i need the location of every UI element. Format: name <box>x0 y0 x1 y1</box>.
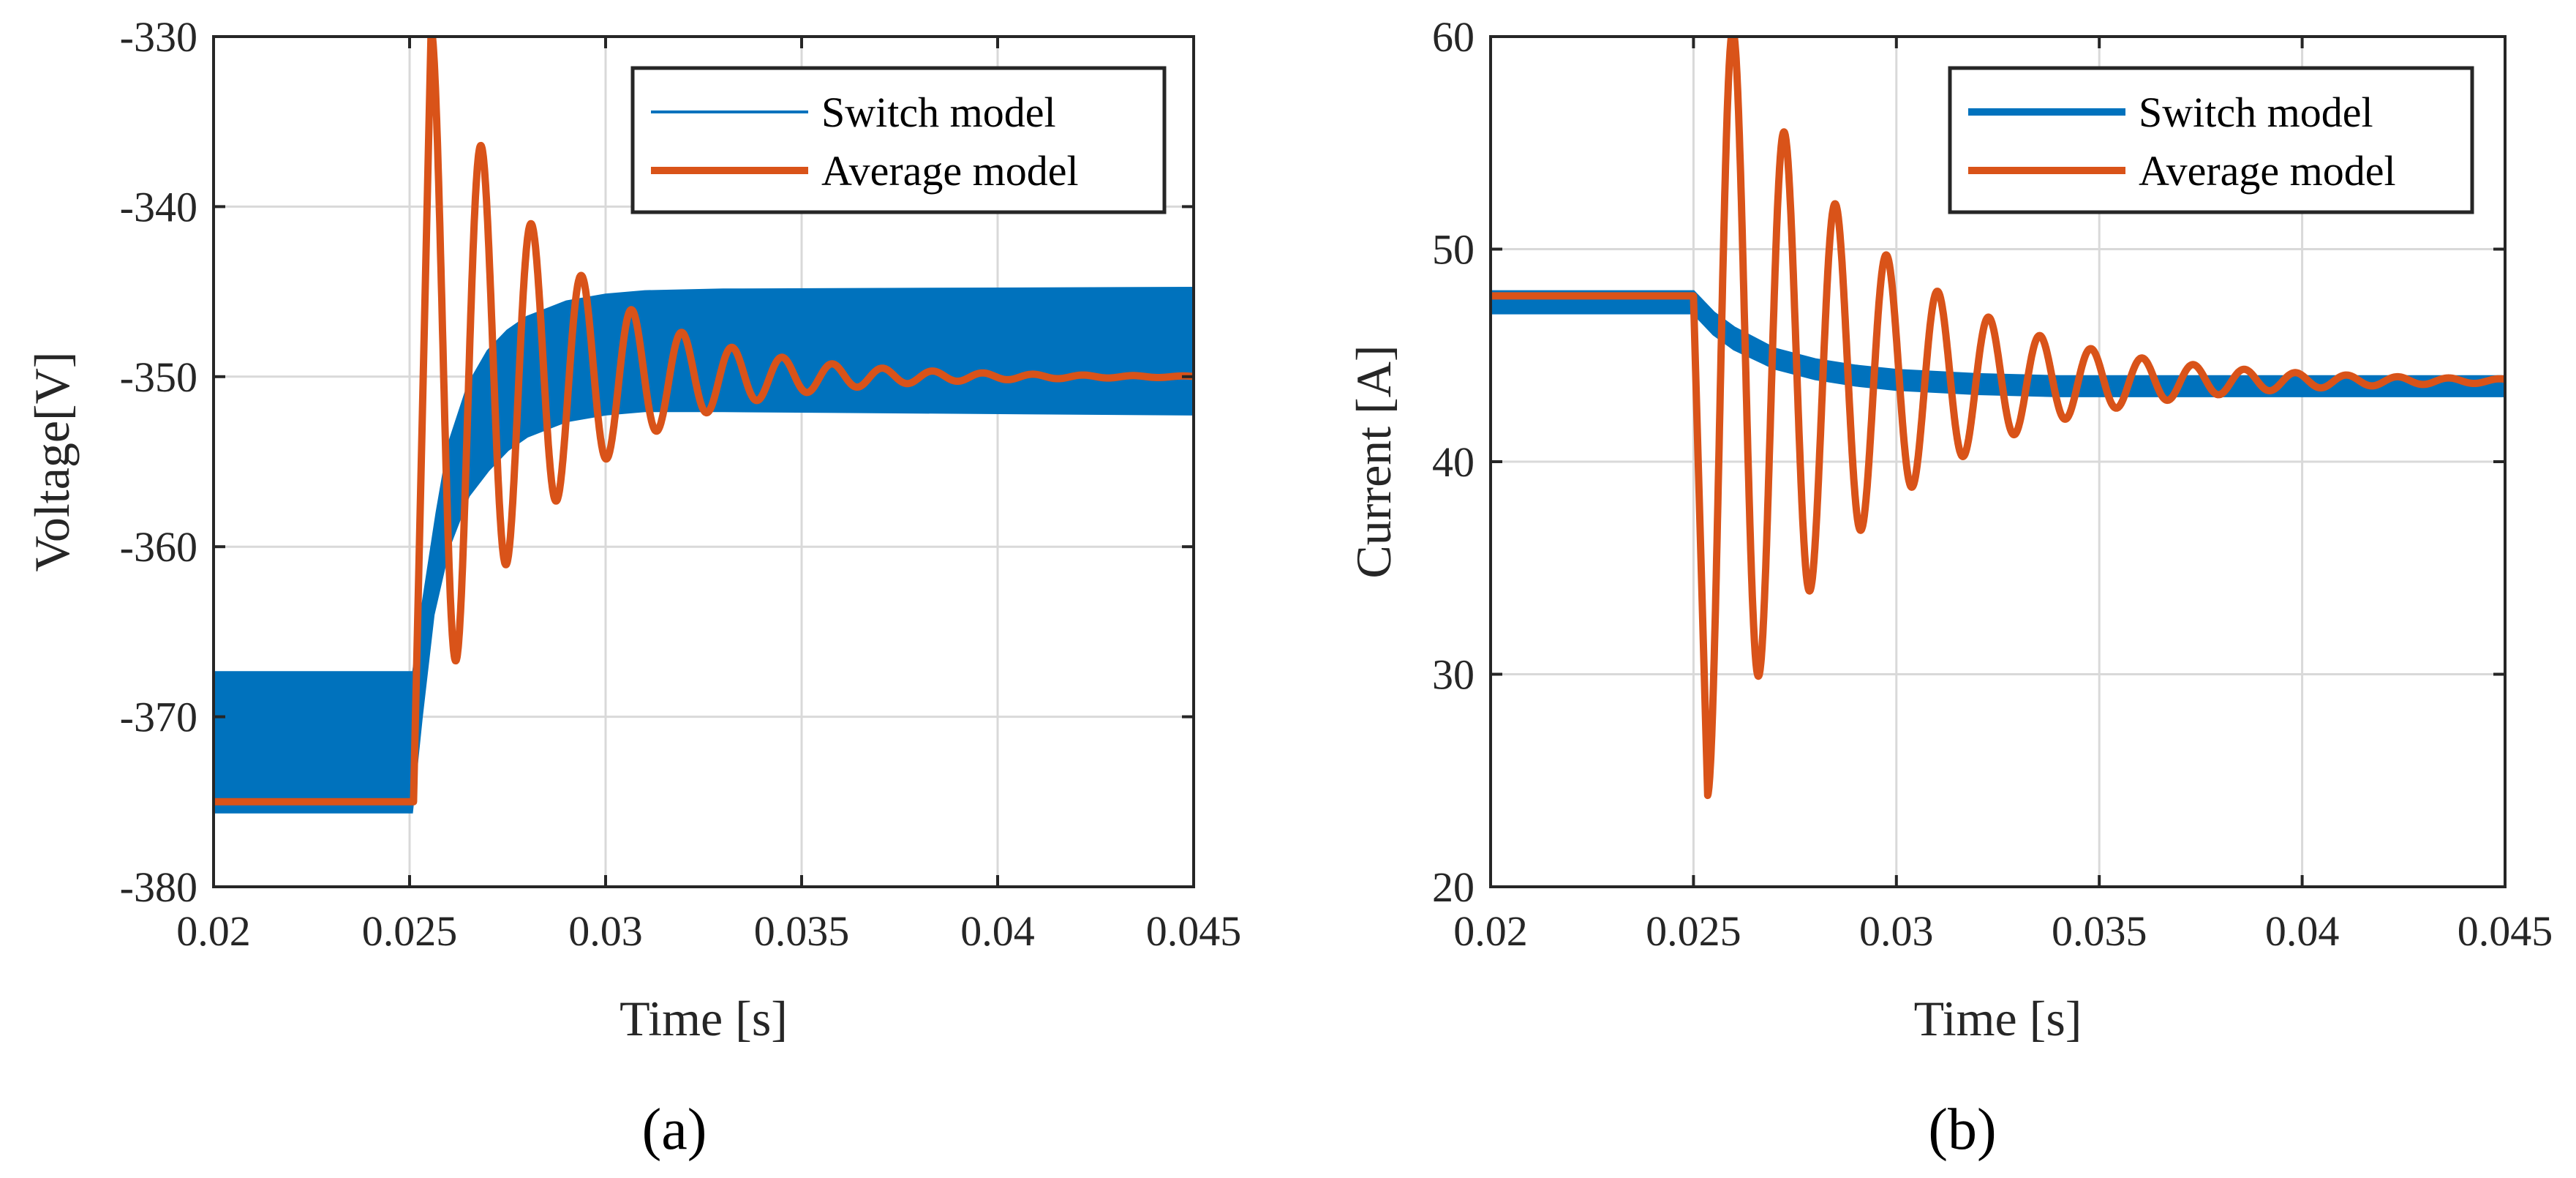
legend-label-average: Average model <box>2139 147 2396 195</box>
axes-box <box>212 35 1195 888</box>
legend-box <box>1948 66 2474 214</box>
average-model-line <box>214 37 1194 806</box>
legend: Switch model Average model <box>630 66 1167 214</box>
x-axis-label: Time [s] <box>1914 991 2082 1046</box>
x-tick-label: 0.025 <box>362 907 458 955</box>
x-tick-label: 0.03 <box>1859 907 1934 955</box>
y-tick-label: -370 <box>120 694 197 741</box>
x-tick-label: 0.04 <box>2265 907 2340 955</box>
x-axis-label: Time [s] <box>619 991 788 1046</box>
x-tick-label: 0.045 <box>2458 907 2553 955</box>
chart-caption: (a) <box>642 1098 707 1162</box>
y-tick-label: 60 <box>1432 13 1475 61</box>
y-tick-label: 40 <box>1432 438 1475 486</box>
plot-series <box>214 37 1194 814</box>
plot-series <box>1491 37 2505 800</box>
switch-model-band <box>214 286 1194 814</box>
y-tick-label: 50 <box>1432 226 1475 274</box>
legend-box <box>630 66 1167 214</box>
chart-b-current: 0.02 0.025 0.03 0.035 0.04 0.045 20 30 40 50 60 Tim… <box>1346 13 2553 1162</box>
y-tick-label: -330 <box>120 13 197 61</box>
legend-label-switch: Switch model <box>821 89 1056 136</box>
x-tick-label: 0.025 <box>1646 907 1741 955</box>
y-tick-label: 30 <box>1432 651 1475 699</box>
legend-label-average: Average model <box>821 147 1079 195</box>
chart-a-voltage: 0.02 0.025 0.03 0.035 0.04 0.045 -380 -370 -360 -… <box>24 13 1241 1162</box>
y-axis-label: Current [A] <box>1346 345 1401 578</box>
x-tick-label: 0.035 <box>2052 907 2147 955</box>
y-tick-label: -350 <box>120 353 197 401</box>
x-tick-label: 0.035 <box>754 907 850 955</box>
legend-label-switch: Switch model <box>2139 89 2373 136</box>
switch-model-band <box>1491 290 2505 397</box>
average-model-line <box>1491 37 2505 800</box>
x-tick-label: 0.04 <box>960 907 1035 955</box>
x-tick-label: 0.02 <box>176 907 251 955</box>
y-tick-label: -360 <box>120 523 197 571</box>
chart-caption: (b) <box>1928 1098 1996 1162</box>
x-tick-label: 0.03 <box>568 907 643 955</box>
y-tick-label: -380 <box>120 863 197 911</box>
y-tick-label: 20 <box>1432 863 1475 911</box>
x-tick-label: 0.02 <box>1453 907 1528 955</box>
y-tick-label: -340 <box>120 183 197 230</box>
legend: Switch model Average model <box>1948 66 2474 214</box>
tick-marks <box>1489 35 2507 888</box>
x-tick-label: 0.045 <box>1146 907 1242 955</box>
y-axis-label: Voltage[V] <box>24 352 80 572</box>
tick-marks <box>212 35 1195 888</box>
grid-lines <box>1491 37 2505 887</box>
